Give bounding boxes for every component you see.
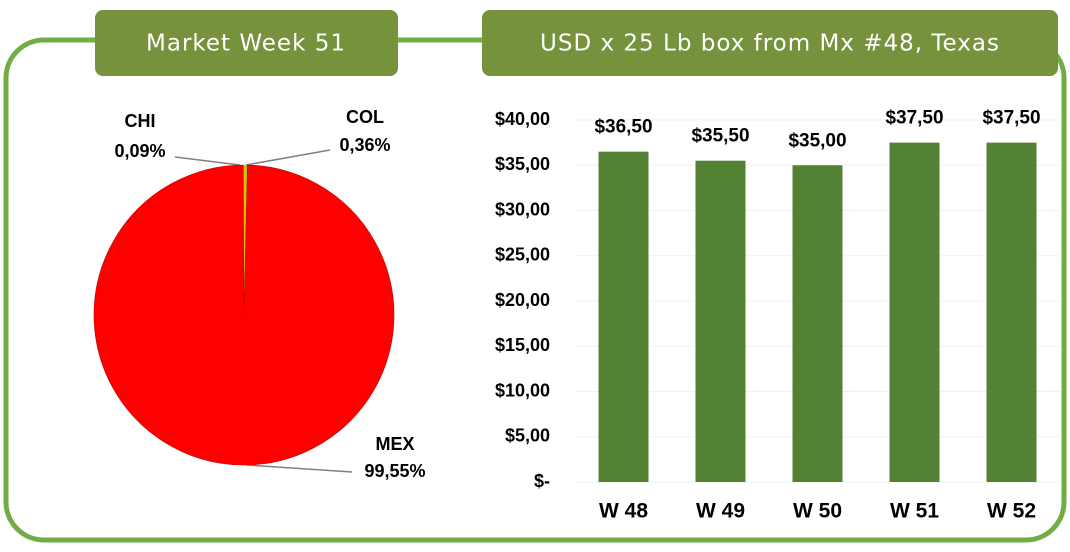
y-tick-label: $40,00 [495,109,550,129]
leader-line [245,149,331,166]
bar [986,142,1037,482]
x-tick-label: W 51 [890,500,939,523]
bar [792,165,843,482]
slice-category: CHI [125,111,156,131]
x-tick-label: W 48 [599,500,648,523]
slice-label: 99,55% [364,461,425,481]
leader-line [174,156,241,166]
value-label: $35,00 [788,130,846,151]
bar [889,142,940,482]
bar-title: USD x 25 Lb box from Mx #48, Texas [540,31,1000,57]
y-tick-label: $15,00 [495,335,550,355]
value-label: $37,50 [885,108,943,129]
y-tick-label: $25,00 [495,245,550,265]
bar [598,151,649,483]
pie-title: Market Week 51 [146,31,346,57]
value-label: $37,50 [982,108,1040,129]
x-tick-label: W 52 [987,500,1036,523]
value-label: $35,50 [691,126,749,147]
x-tick-label: W 50 [793,500,842,523]
header-box [482,10,1058,76]
y-tick-label: $5,00 [505,426,550,446]
y-tick-label: $- [534,471,550,491]
y-tick-label: $20,00 [495,290,550,310]
bar [695,160,746,482]
slice-category: COL [346,107,384,127]
y-tick-label: $35,00 [495,154,550,174]
value-label: $36,50 [594,117,652,138]
slice-label: 0,36% [339,135,390,155]
slice-category: MEX [375,434,414,454]
y-tick-label: $10,00 [495,380,550,400]
header-box [95,10,398,76]
pie-slice [93,164,395,466]
x-tick-label: W 49 [696,500,745,523]
y-tick-label: $30,00 [495,199,550,219]
slice-label: 0,09% [114,141,165,161]
leader-line [245,464,353,473]
